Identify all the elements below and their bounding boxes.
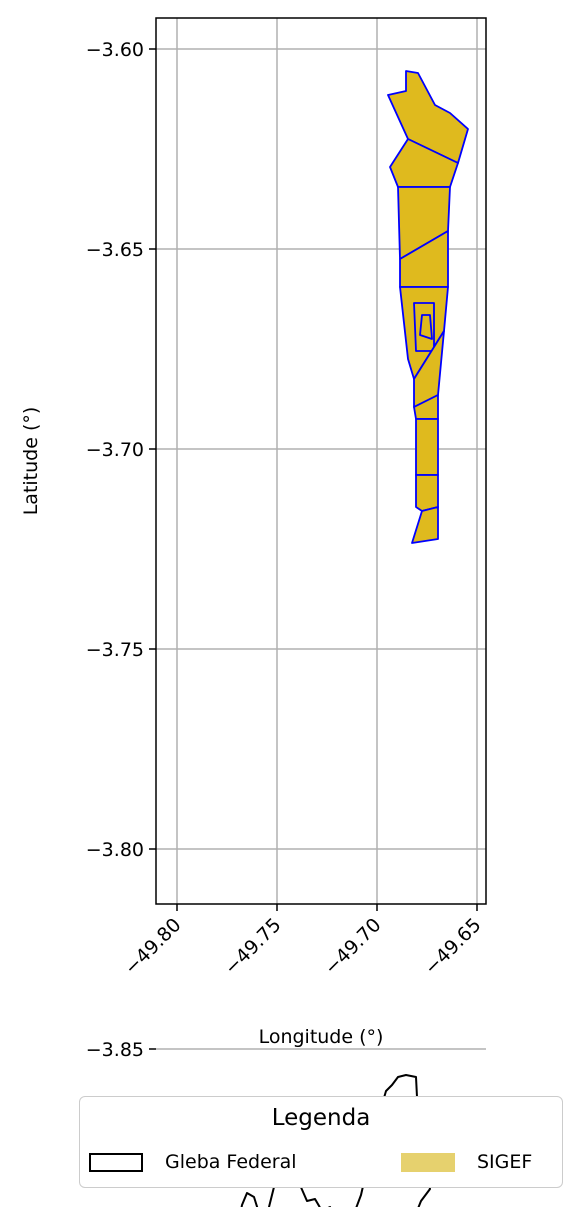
gridlines — [156, 18, 486, 1050]
sigef-parcel — [415, 474, 439, 512]
x-axis-title: Longitude (°) — [259, 1026, 384, 1048]
legend: Legenda Gleba Federal SIGEF — [79, 1096, 563, 1188]
x-tick-label: −49.75 — [220, 914, 285, 979]
y-tick-label: −3.75 — [86, 639, 144, 661]
y-tick-label: −3.70 — [86, 439, 144, 461]
legend-label-sigef: SIGEF — [477, 1151, 533, 1173]
legend-swatch-sigef — [401, 1152, 455, 1172]
sigef-parcel — [389, 138, 459, 188]
legend-title: Legenda — [271, 1105, 371, 1131]
x-tick-label: −49.70 — [320, 914, 385, 979]
x-tick-label: −49.65 — [420, 914, 485, 979]
legend-label-gleba: Gleba Federal — [165, 1151, 297, 1173]
sigef-layer — [387, 70, 469, 544]
map-layers — [240, 70, 469, 1207]
y-tick-label: −3.65 — [86, 239, 144, 261]
gleba-federal-layer — [240, 1074, 431, 1207]
x-tick-label: −49.80 — [120, 914, 185, 979]
y-axis-title: Latitude (°) — [20, 407, 42, 516]
legend-item-sigef: SIGEF — [401, 1149, 532, 1175]
gleba-federal-polygon — [240, 1074, 431, 1207]
y-tick-label: −3.60 — [86, 39, 144, 61]
y-tick-label: −3.80 — [86, 839, 144, 861]
legend-swatch-gleba — [89, 1152, 143, 1172]
legend-item-gleba: Gleba Federal — [89, 1149, 297, 1175]
sigef-parcel — [415, 418, 439, 476]
sigef-parcel — [411, 506, 439, 544]
sigef-parcel — [419, 314, 433, 340]
y-tick-label: −3.85 — [86, 1039, 144, 1061]
plot-frame — [155, 17, 487, 905]
